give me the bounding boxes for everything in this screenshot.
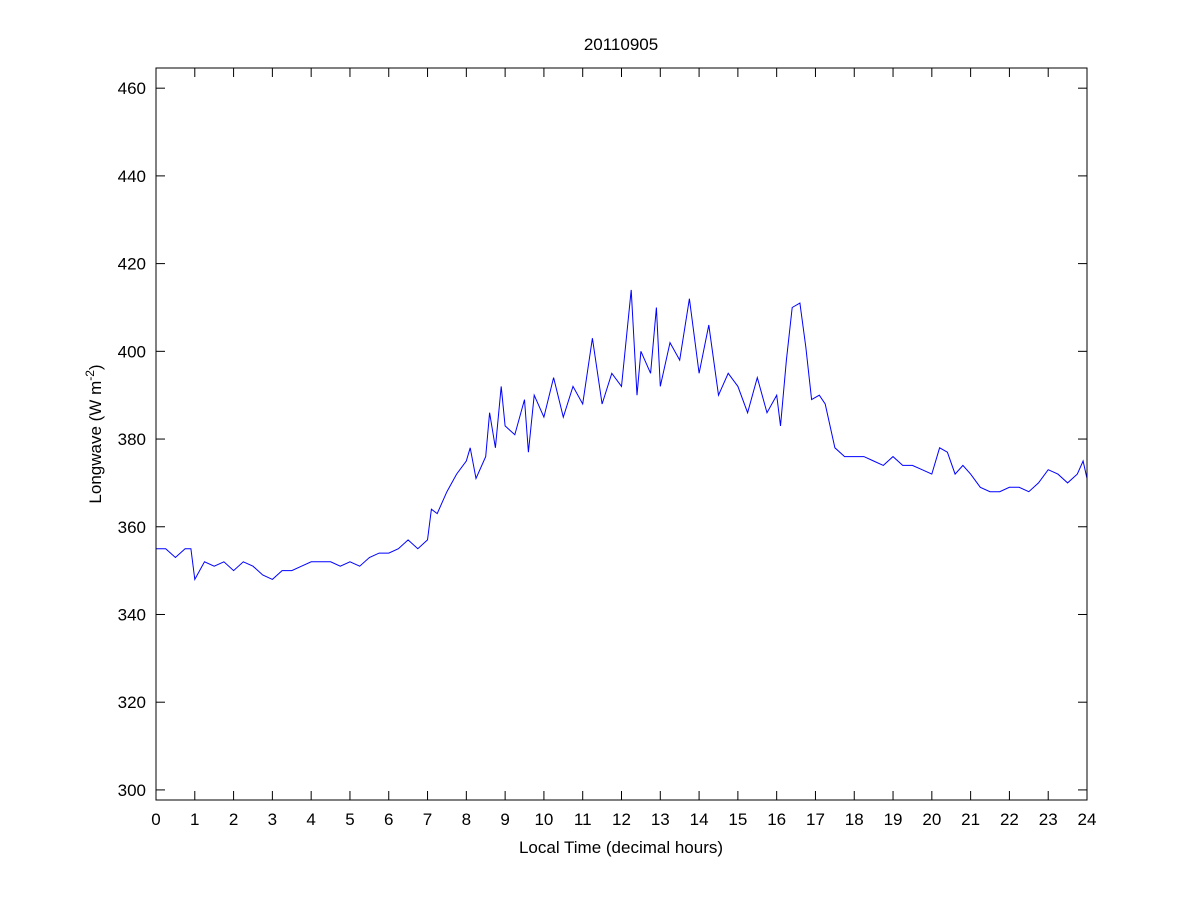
x-axis: 0 1 2 3 4 5 6 7 8 9 10 11 12 13 14 15 16 17 18 19 20 21 22 23 24 — [151, 68, 1096, 829]
y-axis-label-text: Longwave (W m — [86, 381, 105, 504]
x-tick-label: 8 — [462, 810, 471, 829]
x-tick-label: 4 — [306, 810, 315, 829]
y-tick-label: 340 — [118, 605, 146, 624]
y-tick-label: 440 — [118, 167, 146, 186]
x-tick-label: 0 — [151, 810, 160, 829]
x-axis-label: Local Time (decimal hours) — [519, 838, 723, 857]
x-tick-label: 11 — [574, 810, 592, 829]
y-tick-label: 420 — [118, 255, 146, 274]
x-tick-label: 23 — [1039, 810, 1058, 829]
series-line-longwave — [156, 289, 1088, 581]
y-axis-label: Longwave (W m-2) — [83, 364, 105, 503]
x-tick-label: 3 — [268, 810, 277, 829]
y-axis-label-suffix: ) — [86, 364, 105, 370]
chart-title: 20110905 — [584, 35, 658, 54]
y-tick-label: 300 — [118, 781, 146, 800]
x-tick-label: 6 — [384, 810, 393, 829]
x-tick-label: 5 — [345, 810, 354, 829]
x-tick-label: 24 — [1078, 810, 1097, 829]
y-tick-label: 460 — [118, 79, 146, 98]
x-tick-label: 16 — [767, 810, 786, 829]
y-tick-label: 400 — [118, 342, 146, 361]
x-tick-label: 12 — [612, 810, 631, 829]
x-tick-label: 9 — [500, 810, 509, 829]
y-tick-label: 380 — [118, 430, 146, 449]
x-tick-label: 21 — [961, 810, 980, 829]
x-tick-label: 13 — [651, 810, 670, 829]
x-tick-label: 20 — [922, 810, 941, 829]
y-tick-label: 360 — [118, 518, 146, 537]
x-tick-label: 1 — [190, 810, 199, 829]
plot-area — [156, 68, 1087, 800]
series-layer — [156, 289, 1088, 581]
x-tick-label: 18 — [845, 810, 864, 829]
y-tick-label: 320 — [118, 693, 146, 712]
x-tick-label: 14 — [690, 810, 709, 829]
y-axis: 300 320 340 360 380 400 420 440 460 — [118, 79, 1087, 800]
y-axis-label-exponent: -2 — [83, 370, 97, 381]
x-tick-label: 10 — [534, 810, 553, 829]
x-tick-label: 22 — [1000, 810, 1019, 829]
x-tick-label: 15 — [728, 810, 747, 829]
x-tick-label: 7 — [423, 810, 432, 829]
x-tick-label: 17 — [806, 810, 825, 829]
x-tick-label: 19 — [884, 810, 903, 829]
x-tick-label: 2 — [229, 810, 238, 829]
